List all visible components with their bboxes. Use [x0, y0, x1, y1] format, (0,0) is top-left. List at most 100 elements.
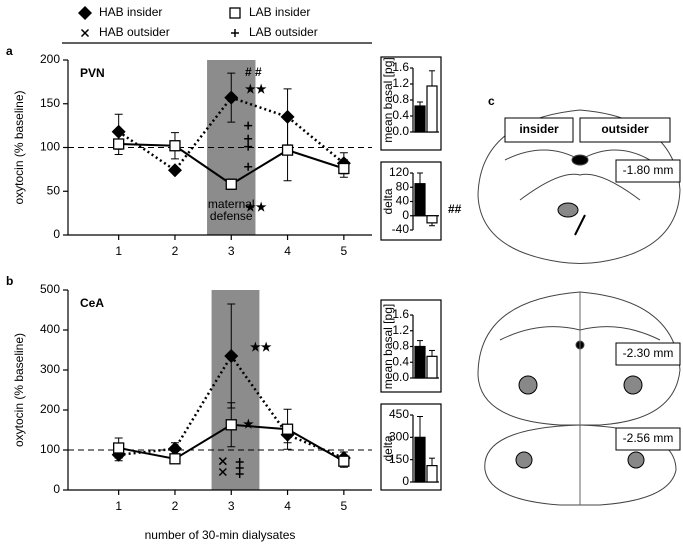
panel-letter: c [488, 94, 495, 108]
bar [426, 355, 438, 379]
shaded-region [211, 290, 260, 490]
bar [414, 345, 426, 379]
legend-label: LAB outsider [249, 25, 318, 39]
marker-diamond [167, 163, 182, 178]
marker-diamond [78, 6, 92, 20]
marker-square [338, 162, 350, 175]
marker-plus [244, 121, 253, 130]
annotation: ★★ [245, 200, 267, 214]
y-tick-label: 1.6 [392, 307, 409, 321]
marker-square [338, 455, 350, 467]
marker-square [169, 140, 181, 152]
annotation: ★★ [245, 82, 267, 96]
y-tick-label: 0.4 [392, 354, 409, 368]
y-tick-label: 100 [40, 442, 60, 456]
marker-diamond [111, 124, 126, 139]
marker-cross [218, 457, 227, 466]
shade-label: maternal [208, 197, 255, 211]
legend-label: HAB outsider [99, 25, 170, 39]
marker-diamond [167, 441, 182, 456]
y-tick-label: 0 [53, 482, 60, 496]
y-tick-label: 120 [389, 165, 409, 179]
y-tick-label: 0 [402, 474, 409, 488]
label-box [615, 427, 681, 451]
y-axis-label: mean basal [pg] [381, 304, 395, 389]
outsider-label: outsider [601, 122, 649, 136]
marker-diamond [224, 90, 239, 105]
y-axis-label: delta [381, 435, 395, 461]
y-axis-label: mean basal [pg] [381, 57, 395, 142]
region-title: CeA [80, 296, 104, 310]
y-tick-label: 1.2 [392, 76, 409, 90]
y-axis-label: oxytocin (% baseline) [12, 90, 26, 204]
x-tick-label: 1 [115, 499, 122, 513]
marker-diamond [224, 349, 239, 363]
marker-square [113, 442, 125, 454]
bar [414, 183, 426, 217]
y-tick-label: 1.2 [392, 323, 409, 337]
shade-label: defense [210, 209, 253, 223]
y-tick-label: 200 [40, 52, 60, 66]
x-tick-label: 1 [115, 244, 122, 258]
marker-plus [244, 162, 253, 171]
x-axis-label: number of 30-min dialysates [145, 528, 296, 542]
x-tick-label: 4 [284, 499, 291, 513]
bar [414, 105, 426, 133]
y-tick-label: 450 [389, 407, 409, 421]
x-tick-label: 3 [228, 499, 235, 513]
annotation: # # [245, 65, 262, 79]
section-label: -2.30 mm [623, 346, 674, 360]
y-tick-label: 0 [402, 208, 409, 222]
panel-letter: a [6, 44, 13, 58]
annotation: ★ [243, 417, 254, 431]
y-tick-label: 0.0 [392, 124, 409, 138]
marker-square [225, 178, 237, 190]
marker-square [113, 138, 125, 150]
marker-square [229, 7, 241, 19]
y-tick-label: 150 [389, 452, 409, 466]
marker-cross [80, 28, 90, 38]
bar [426, 85, 438, 133]
panel-letter: b [6, 274, 13, 288]
x-tick-label: 4 [284, 244, 291, 258]
y-tick-label: 50 [47, 183, 61, 197]
marker-cross [218, 467, 227, 477]
y-tick-label: 200 [40, 402, 60, 416]
x-tick-label: 2 [172, 244, 179, 258]
y-tick-label: 0.4 [392, 108, 409, 122]
marker-square [281, 144, 294, 156]
marker-square [281, 423, 294, 435]
bar [414, 436, 426, 483]
y-axis-label: oxytocin (% baseline) [12, 333, 26, 447]
x-tick-label: 2 [172, 499, 179, 513]
x-tick-label: 5 [341, 244, 348, 258]
y-tick-label: 0.0 [392, 370, 409, 384]
marker-plus [244, 142, 253, 151]
y-axis-label: delta [381, 188, 395, 214]
annotation: ★★ [250, 340, 272, 354]
y-tick-label: 40 [396, 194, 410, 208]
label-box [579, 117, 671, 143]
marker-square [225, 419, 237, 431]
y-tick-label: 300 [40, 362, 60, 376]
bar [426, 465, 438, 483]
marker-plus [244, 134, 253, 143]
y-tick-label: 80 [396, 179, 410, 193]
y-tick-label: 1.6 [392, 60, 409, 74]
label-box [615, 159, 681, 183]
legend-label: HAB insider [99, 5, 162, 19]
marker-diamond [280, 109, 295, 124]
y-tick-label: -40 [392, 222, 410, 236]
label-box [504, 117, 574, 143]
y-tick-label: 100 [40, 140, 60, 154]
marker-plus [231, 29, 239, 37]
annotation: ## [448, 202, 462, 216]
y-tick-label: 400 [40, 322, 60, 336]
region-title: PVN [80, 66, 105, 80]
section-label: -2.56 mm [623, 431, 674, 445]
y-tick-label: 500 [40, 282, 60, 296]
marker-square [169, 453, 181, 465]
bar [426, 215, 438, 224]
x-tick-label: 3 [228, 244, 235, 258]
